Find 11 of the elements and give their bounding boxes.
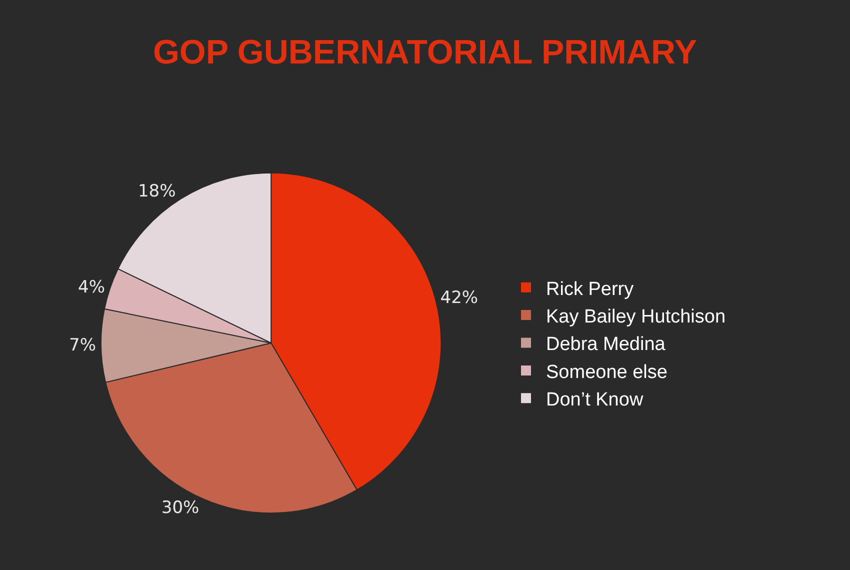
data-label: 30% xyxy=(161,498,200,518)
legend-label: Someone else xyxy=(546,362,668,383)
data-label: 18% xyxy=(138,182,176,202)
legend-label: Rick Perry xyxy=(546,278,634,300)
legend-label: Debra Medina xyxy=(546,334,666,356)
data-label: 7% xyxy=(69,336,96,356)
legend-label: Don’t Know xyxy=(546,390,644,411)
data-label: 42% xyxy=(440,288,478,308)
data-label: 4% xyxy=(78,277,105,298)
legend-label: Kay Bailey Hutchison xyxy=(546,306,726,328)
chart-title: GOP GUBERNATORIAL PRIMARY xyxy=(152,34,698,72)
